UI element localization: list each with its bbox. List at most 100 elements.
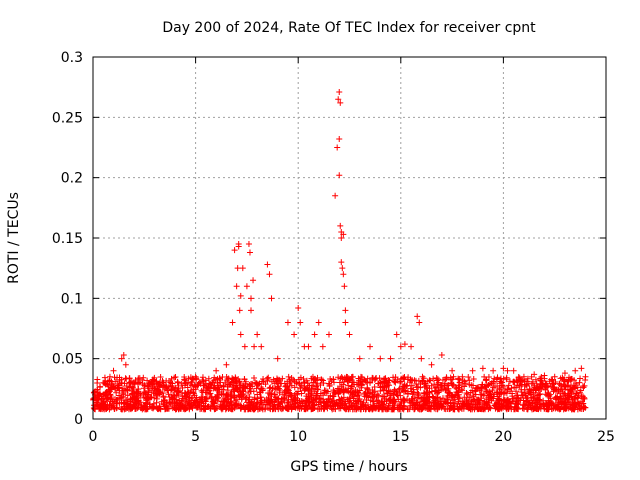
data-point — [379, 401, 386, 408]
data-point — [107, 395, 114, 402]
y-tick-label: 0.25 — [52, 110, 83, 126]
data-point — [572, 367, 579, 374]
data-point — [370, 393, 377, 400]
data-point — [225, 402, 232, 409]
data-point — [149, 381, 156, 388]
data-point — [153, 378, 160, 385]
data-point — [114, 385, 121, 392]
data-point — [500, 365, 507, 372]
data-point — [562, 386, 569, 393]
data-point — [241, 343, 248, 350]
x-tick-label: 25 — [597, 429, 615, 445]
data-point — [340, 271, 347, 278]
data-point — [486, 380, 493, 387]
data-point — [171, 374, 178, 381]
data-point — [493, 388, 500, 395]
data-point — [510, 367, 517, 374]
data-point — [564, 399, 571, 406]
data-point — [135, 378, 142, 385]
data-point — [550, 386, 557, 393]
data-point — [364, 375, 371, 382]
data-point — [391, 378, 398, 385]
data-point — [233, 283, 240, 290]
data-point — [332, 389, 339, 396]
data-point — [229, 375, 236, 382]
data-point — [556, 381, 563, 388]
data-point — [473, 385, 480, 392]
data-point — [439, 395, 446, 402]
data-point — [143, 397, 150, 404]
data-point — [104, 404, 111, 411]
data-point — [339, 387, 346, 394]
data-point — [530, 405, 537, 412]
data-point — [520, 373, 527, 380]
data-point — [338, 235, 345, 241]
data-point — [328, 398, 335, 405]
data-point — [229, 405, 236, 412]
data-point — [581, 395, 588, 402]
data-point — [490, 367, 497, 374]
data-point — [415, 377, 422, 384]
data-point — [450, 373, 457, 380]
data-point — [443, 375, 450, 382]
data-point — [490, 393, 497, 400]
data-point — [246, 381, 253, 388]
data-point — [381, 395, 388, 402]
data-point — [498, 400, 505, 407]
data-point — [197, 406, 204, 413]
data-point — [237, 292, 244, 299]
data-point — [385, 405, 392, 412]
data-point — [533, 406, 540, 413]
data-point — [213, 367, 220, 374]
data-point — [181, 376, 188, 383]
data-point — [509, 390, 516, 397]
data-point — [423, 390, 430, 397]
data-point — [339, 265, 346, 272]
data-point — [171, 404, 178, 411]
data-point — [449, 367, 456, 374]
data-point — [529, 400, 536, 407]
data-point — [188, 395, 195, 402]
data-point — [538, 374, 545, 381]
data-point — [330, 379, 337, 386]
data-point — [93, 402, 100, 409]
data-point — [408, 382, 415, 389]
data-point — [284, 405, 291, 412]
data-point — [162, 397, 169, 404]
data-point — [321, 387, 328, 394]
data-point — [234, 265, 241, 272]
data-point — [284, 319, 291, 326]
data-point — [393, 331, 400, 338]
data-point — [298, 390, 305, 397]
data-point — [175, 382, 182, 389]
data-point — [331, 390, 338, 397]
data-point — [250, 388, 257, 395]
data-point — [580, 400, 587, 407]
data-point — [317, 382, 324, 389]
data-point — [161, 383, 168, 390]
data-point — [132, 405, 139, 412]
data-point — [451, 405, 458, 412]
data-point — [218, 398, 225, 405]
data-point — [349, 373, 356, 380]
data-point — [100, 379, 107, 386]
data-point — [306, 396, 313, 403]
data-point — [124, 392, 131, 399]
data-point — [408, 343, 415, 350]
data-point — [123, 375, 130, 382]
data-point — [379, 400, 386, 407]
data-point — [271, 405, 278, 412]
data-point — [338, 383, 345, 390]
data-point — [546, 393, 553, 400]
data-point — [327, 375, 334, 382]
data-point — [99, 406, 106, 413]
data-point — [461, 383, 468, 390]
data-point — [479, 381, 486, 388]
data-point — [532, 376, 539, 383]
data-point — [450, 381, 457, 388]
data-point — [127, 398, 134, 405]
data-point — [216, 389, 223, 396]
data-point — [369, 374, 376, 381]
data-point — [571, 385, 578, 392]
data-point — [551, 373, 558, 380]
